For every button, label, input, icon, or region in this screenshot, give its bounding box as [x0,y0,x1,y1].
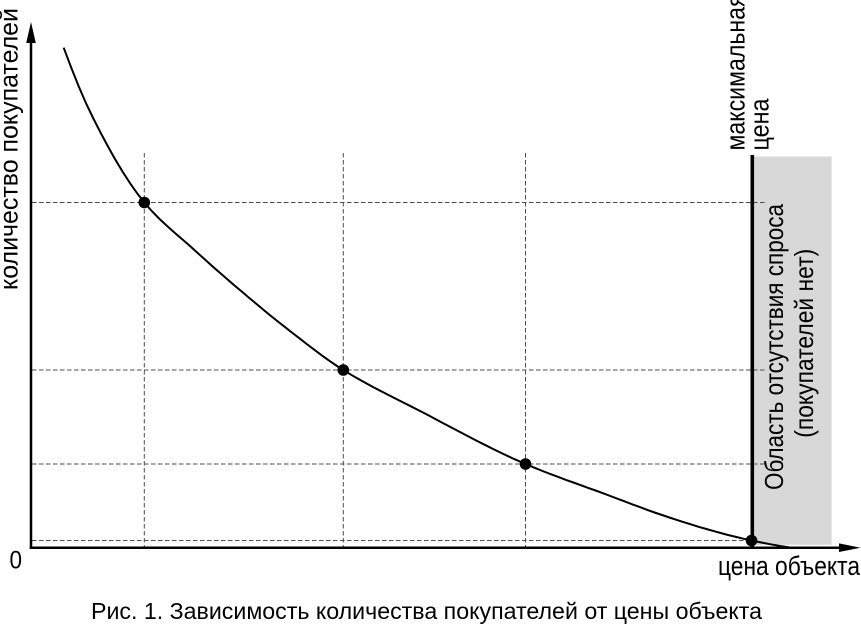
svg-text:цена объекта: цена объекта [718,551,861,581]
svg-text:цена: цена [745,98,775,151]
svg-text:максимальная: максимальная [721,0,751,151]
svg-text:0: 0 [10,547,23,575]
svg-text:(покупателей нет): (покупателей нет) [789,249,819,438]
svg-text:количество покупателей: количество покупателей [0,8,24,290]
svg-text:Рис. 1. Зависимость количества: Рис. 1. Зависимость количества покупател… [91,598,762,624]
svg-text:Область отсутствия спроса: Область отсутствия спроса [759,204,789,490]
